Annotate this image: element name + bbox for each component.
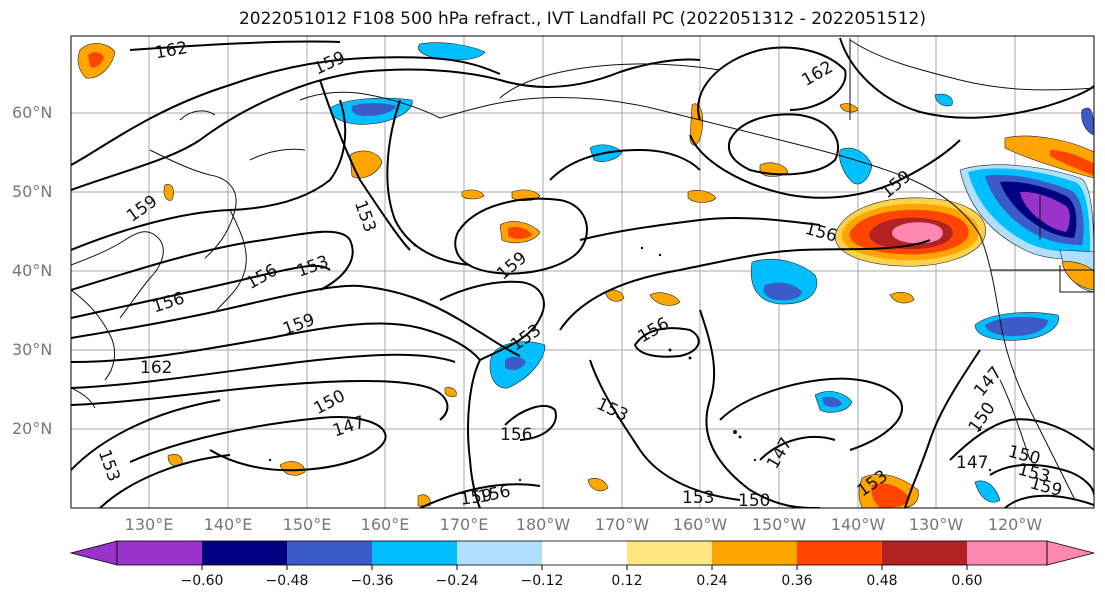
lon-label: 150°E (282, 515, 332, 534)
colorbar-segment (457, 541, 542, 565)
colorbar-extend-low (69, 540, 118, 566)
lat-label: 20°N (12, 419, 53, 438)
map-area (71, 36, 1094, 508)
shaded-anomalies (77, 42, 1094, 508)
colorbar-segment (967, 541, 1047, 565)
colorbar-segment (117, 541, 202, 565)
contour-lines (71, 37, 1094, 508)
colorbar-segment (287, 541, 372, 565)
lon-label: 180°W (515, 515, 571, 534)
contour-label: 159 (459, 486, 494, 510)
colorbar-tick-label: 0.12 (611, 573, 643, 589)
map-title: 2022051012 F108 500 hPa refract., IVT La… (238, 9, 926, 29)
lon-label: 160°E (360, 515, 410, 534)
lon-label: 160°W (672, 515, 728, 534)
island-dots (268, 243, 992, 482)
colorbar-tick-label: −0.60 (180, 573, 224, 589)
colorbar-segment (627, 541, 712, 565)
colorbar-tick-label: 0.60 (951, 573, 983, 589)
lon-label: 140°W (830, 515, 886, 534)
lat-label: 50°N (12, 182, 53, 201)
colorbar-segment (797, 541, 882, 565)
lon-label: 170°E (439, 515, 489, 534)
lat-label: 60°N (12, 103, 53, 122)
coastlines (71, 38, 1094, 501)
lon-label: 120°W (987, 515, 1043, 534)
colorbar-segment (882, 541, 967, 565)
contour-label: 150 (738, 491, 770, 511)
contour-label: 156 (500, 425, 532, 445)
lon-label: 140°E (203, 515, 253, 534)
contour-label: 153 (682, 488, 714, 508)
lon-label: 170°W (594, 515, 650, 534)
colorbar (69, 540, 1095, 570)
lon-label: 130°E (124, 515, 174, 534)
colorbar-tick-label: 0.48 (866, 573, 898, 589)
colorbar-segment (372, 541, 457, 565)
colorbar-tick-label: 0.36 (781, 573, 813, 589)
colorbar-tick-label: −0.36 (350, 573, 394, 589)
colorbar-segment (712, 541, 797, 565)
colorbar-segment (542, 541, 627, 565)
colorbar-tick-label: −0.12 (520, 573, 564, 589)
colorbar-tick-label: −0.48 (265, 573, 309, 589)
map-frame (70, 35, 1095, 509)
colorbar-extend-high (1046, 540, 1095, 566)
lon-label: 130°W (908, 515, 964, 534)
lon-label: 150°W (751, 515, 807, 534)
lat-label: 30°N (12, 340, 53, 359)
colorbar-tick-label: 0.24 (696, 573, 728, 589)
colorbar-tick-label: −0.24 (435, 573, 479, 589)
contour-label: 147 (956, 453, 988, 473)
colorbar-segment (202, 541, 287, 565)
lat-label: 40°N (12, 261, 53, 280)
contour-label: 162 (140, 358, 172, 378)
